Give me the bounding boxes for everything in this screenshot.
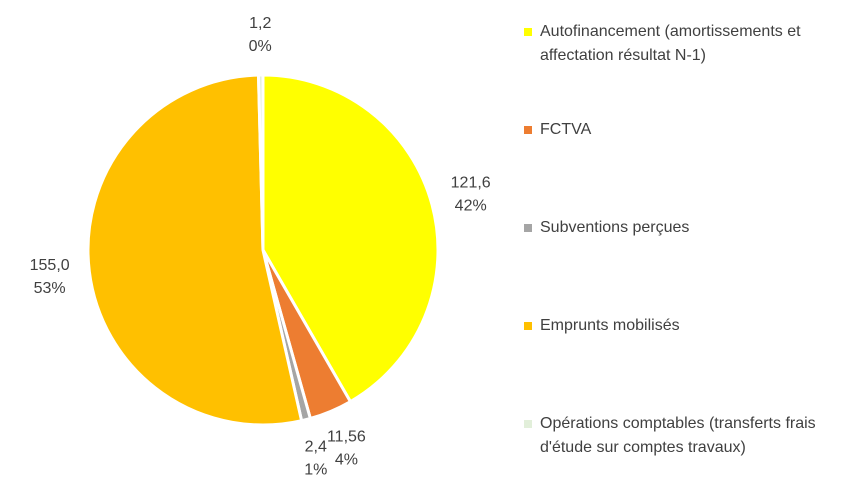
legend-item: Subventions perçues	[524, 216, 868, 240]
legend-item: Autofinancement (amortissements et affec…	[524, 20, 868, 68]
percent-label: 1%	[304, 462, 327, 479]
legend-item: Opérations comptables (transferts frais …	[524, 412, 868, 460]
percent-label: 53%	[34, 280, 66, 297]
legend-label: FCTVA	[540, 121, 592, 138]
legend-item: FCTVA	[524, 118, 868, 142]
legend-item: Emprunts mobilisés	[524, 314, 868, 338]
value-label: 155,0	[30, 257, 70, 274]
legend-swatch	[524, 28, 532, 36]
pie-slice	[86, 73, 304, 427]
percent-label: 4%	[335, 451, 358, 468]
legend-label: Autofinancement (amortissements et affec…	[540, 23, 801, 64]
percent-label: 0%	[249, 38, 272, 55]
legend-swatch	[524, 126, 532, 134]
legend-label: Opérations comptables (transferts frais …	[540, 415, 816, 456]
legend: Autofinancement (amortissements et affec…	[524, 0, 868, 479]
value-label: 11,56	[327, 428, 366, 445]
value-label: 121,6	[451, 175, 491, 192]
legend-swatch	[524, 322, 532, 330]
value-label: 2,4	[305, 439, 327, 456]
pie-slice	[256, 73, 265, 251]
legend-swatch	[524, 420, 532, 428]
legend-swatch	[524, 224, 532, 232]
legend-label: Emprunts mobilisés	[540, 317, 680, 334]
value-label: 1,2	[249, 15, 271, 32]
percent-label: 42%	[455, 198, 487, 215]
legend-label: Subventions perçues	[540, 219, 690, 236]
pie-slice	[261, 73, 440, 404]
